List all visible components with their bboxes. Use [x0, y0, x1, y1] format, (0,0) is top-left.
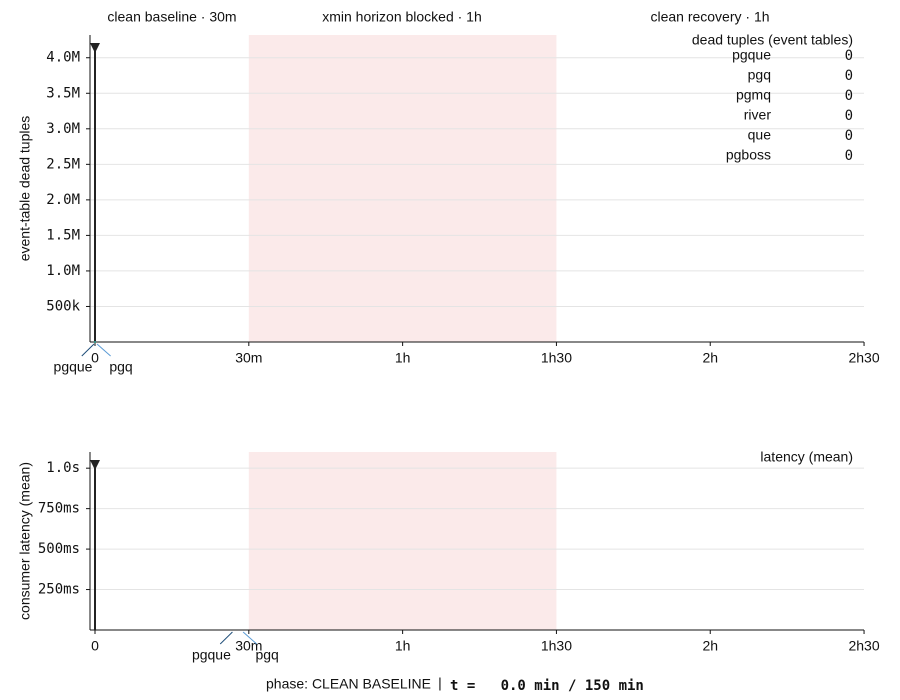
annotation: pgq	[109, 359, 132, 375]
y-tick-label: 3.0M	[46, 121, 80, 137]
legend-value: 0	[845, 108, 853, 124]
annotation-arrow	[96, 343, 111, 357]
annotation-arrow	[242, 631, 258, 645]
x-tick-label: 30m	[235, 350, 262, 366]
legend-value: 0	[845, 88, 853, 104]
shaded-span	[248, 35, 557, 342]
annotation: pgque	[54, 359, 93, 375]
y-tick-label: 4.0M	[46, 50, 80, 66]
x-tick-label: 1h30	[541, 350, 572, 366]
y-tick-label: 250ms	[38, 582, 80, 598]
y-tick-label: 750ms	[38, 501, 80, 517]
shaded-span	[248, 452, 557, 630]
x-tick-label: 0	[91, 350, 99, 366]
y-tick-label: 1.0s	[46, 460, 80, 476]
status-time: t = 0.0 min / 150 min	[450, 678, 644, 694]
phase-label: xmin horizon blocked · 1h	[322, 9, 482, 25]
y-tick-label: 2.5M	[46, 156, 80, 172]
y-tick-label: 500ms	[38, 541, 80, 557]
x-tick-label: 2h	[702, 638, 718, 654]
x-tick-label: 2h30	[848, 638, 879, 654]
legend-value: 0	[845, 48, 853, 64]
phase-label: clean recovery · 1h	[650, 9, 769, 25]
y-tick-label: 2.0M	[46, 192, 80, 208]
annotation-arrow	[219, 631, 233, 645]
legend-name: pgque	[732, 47, 771, 63]
legend-value: 0	[845, 128, 853, 144]
status-separator: |	[438, 675, 442, 691]
y-axis-label: consumer latency (mean)	[17, 462, 33, 620]
annotation: pgq	[255, 647, 278, 663]
x-tick-label: 2h30	[848, 350, 879, 366]
phase-label: clean baseline · 30m	[107, 9, 236, 25]
x-tick-label: 1h	[395, 350, 411, 366]
time-cursor-marker	[90, 460, 100, 470]
legend-name: pgmq	[736, 87, 771, 103]
x-tick-label: 2h	[702, 350, 718, 366]
y-tick-label: 1.5M	[46, 227, 80, 243]
legend-name: pgboss	[726, 147, 771, 163]
legend-value: 0	[845, 148, 853, 164]
legend-name: pgq	[748, 67, 771, 83]
annotation-arrow	[81, 343, 95, 357]
x-tick-label: 1h30	[541, 638, 572, 654]
y-axis-label: event-table dead tuples	[17, 116, 33, 262]
annotation: pgque	[192, 647, 231, 663]
legend-title: dead tuples (event tables)	[692, 32, 853, 48]
y-tick-label: 1.0M	[46, 263, 80, 279]
x-tick-label: 30m	[235, 638, 262, 654]
legend-name: river	[744, 107, 772, 123]
legend-value: 0	[845, 68, 853, 84]
status-phase: phase: CLEAN BASELINE	[266, 676, 431, 692]
x-tick-label: 0	[91, 638, 99, 654]
y-tick-label: 3.5M	[46, 85, 80, 101]
time-cursor-marker	[90, 43, 100, 53]
legend-name: que	[748, 127, 772, 143]
x-tick-label: 1h	[395, 638, 411, 654]
legend-title: latency (mean)	[760, 449, 853, 465]
y-tick-label: 500k	[46, 298, 80, 314]
